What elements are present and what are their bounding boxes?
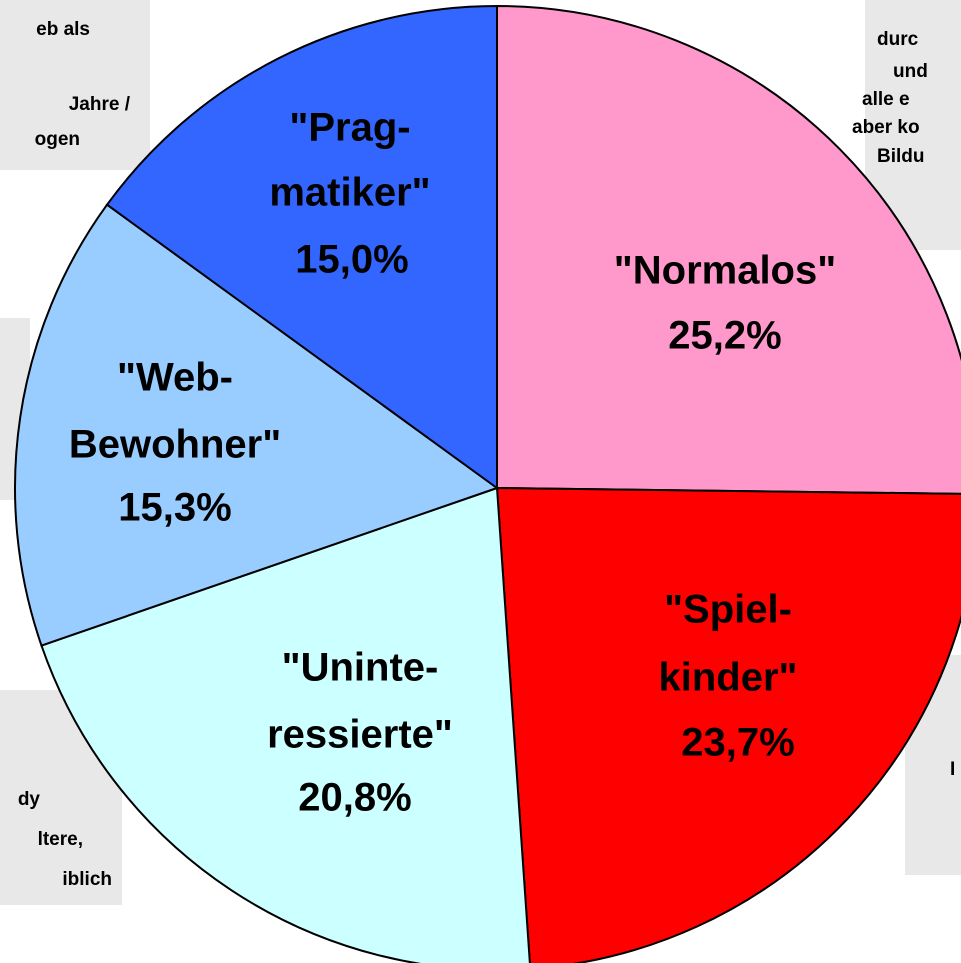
slice-label: ressierte"	[267, 713, 453, 757]
value-label: 15,0%	[295, 238, 408, 282]
slice-label: "Normalos"	[614, 249, 836, 293]
annotation-text: Jahre /	[69, 94, 131, 115]
annotation-text: iblich	[62, 869, 112, 890]
slice-label: "Uninte-	[282, 646, 439, 690]
pie-slice	[105, 4, 498, 490]
value-label: 20,8%	[298, 776, 411, 820]
annotation-text: und	[893, 61, 928, 82]
slice-label: matiker"	[269, 171, 430, 215]
annotation-box	[0, 0, 150, 170]
value-label: 23,7%	[681, 721, 794, 765]
annotation-text: eb als	[36, 19, 90, 40]
annotation-text: I	[950, 759, 955, 780]
annotation-text: dy	[18, 789, 41, 810]
pie-slice	[496, 4, 961, 495]
annotation-text: ogen	[35, 129, 80, 150]
pie-slice	[40, 486, 531, 963]
annotation-text: Bildu	[877, 146, 925, 167]
slice-label: Bewohner"	[69, 423, 281, 467]
pie-slice	[14, 203, 500, 647]
annotation-text: aber ko	[852, 117, 920, 138]
slice-label: kinder"	[658, 656, 797, 700]
slice-label: "Spiel-	[664, 588, 792, 632]
annotation-text: ltere,	[38, 829, 83, 850]
annotation-text: durc	[877, 29, 919, 50]
slice-label: "Prag-	[289, 106, 410, 150]
pie-slice	[495, 486, 961, 963]
annotation-text: alle e	[862, 89, 910, 110]
value-label: 25,2%	[668, 314, 781, 358]
slice-label: "Web-	[117, 356, 233, 400]
value-label: 15,3%	[118, 486, 231, 530]
